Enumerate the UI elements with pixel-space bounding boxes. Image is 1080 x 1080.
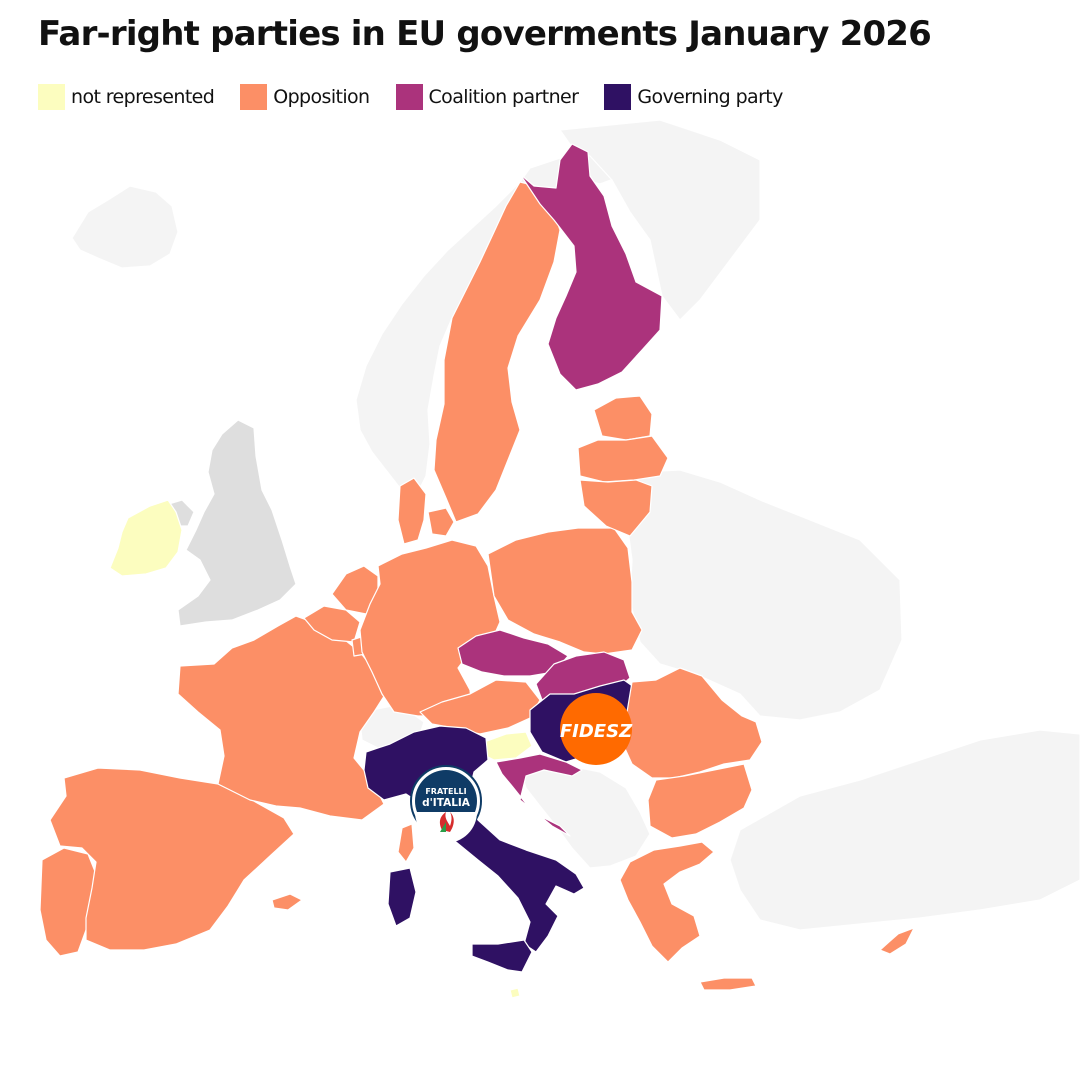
legend-label-not-represented: not represented	[71, 86, 215, 108]
fratelli-ditalia-logo: FRATELLI d'ITALIA	[410, 765, 482, 843]
country-bulgaria[interactable]	[647, 763, 753, 839]
map-title: Far-right parties in EU goverments Janua…	[38, 14, 932, 54]
legend-label-coalition-partner: Coalition partner	[428, 86, 579, 108]
fratelli-logo-line2: d'ITALIA	[422, 797, 471, 809]
country-greece[interactable]	[619, 841, 715, 963]
north-africa-shape	[0, 981, 781, 1080]
fidesz-logo: FIDESZ	[560, 693, 633, 765]
non-eu-background	[0, 119, 1080, 1080]
country-corsica[interactable]	[397, 823, 415, 863]
balkans-shape	[519, 763, 651, 869]
legend-swatch-coalition-partner	[395, 84, 423, 110]
legend-item-not-represented: not represented	[38, 84, 215, 110]
uk-shape	[177, 419, 297, 627]
country-estonia[interactable]	[593, 395, 653, 441]
legend-item-coalition-partner: Coalition partner	[395, 84, 579, 110]
flame-green-icon	[440, 822, 446, 832]
country-latvia[interactable]	[577, 435, 669, 483]
legend: not represented Opposition Coalition par…	[38, 84, 809, 110]
legend-swatch-opposition	[240, 84, 268, 110]
legend-swatch-governing-party	[604, 84, 632, 110]
country-denmark-islands[interactable]	[427, 507, 455, 537]
country-slovenia[interactable]	[481, 731, 533, 761]
eu-countries	[39, 143, 915, 999]
country-cyprus[interactable]	[879, 927, 915, 955]
country-spain[interactable]	[49, 767, 295, 951]
country-balearic-islands[interactable]	[271, 893, 303, 911]
country-malta[interactable]	[509, 987, 521, 999]
country-lithuania[interactable]	[579, 479, 653, 537]
country-poland[interactable]	[487, 527, 643, 655]
country-finland[interactable]	[519, 143, 663, 391]
country-croatia[interactable]	[495, 753, 583, 837]
country-germany[interactable]	[359, 539, 501, 717]
country-sardinia[interactable]	[387, 867, 417, 927]
russia-northwest-shape	[559, 119, 761, 321]
country-belgium[interactable]	[303, 605, 361, 643]
legend-label-opposition: Opposition	[273, 86, 370, 108]
fratelli-logo-line1: FRATELLI	[425, 787, 466, 796]
legend-item-opposition: Opposition	[240, 84, 370, 110]
legend-item-governing-party: Governing party	[604, 84, 783, 110]
turkey-shape	[729, 729, 1080, 931]
legend-swatch-not-represented	[38, 84, 65, 110]
country-sweden[interactable]	[433, 181, 561, 523]
fidesz-logo-text: FIDESZ	[560, 721, 633, 742]
country-france[interactable]	[177, 615, 389, 821]
country-romania[interactable]	[621, 667, 763, 779]
country-ireland[interactable]	[109, 499, 183, 577]
iceland-shape	[71, 185, 179, 269]
legend-label-governing-party: Governing party	[637, 86, 783, 108]
country-sicily[interactable]	[471, 939, 533, 973]
country-crete[interactable]	[699, 977, 757, 991]
country-denmark[interactable]	[397, 477, 427, 545]
fidesz-logo-circle	[560, 693, 632, 765]
